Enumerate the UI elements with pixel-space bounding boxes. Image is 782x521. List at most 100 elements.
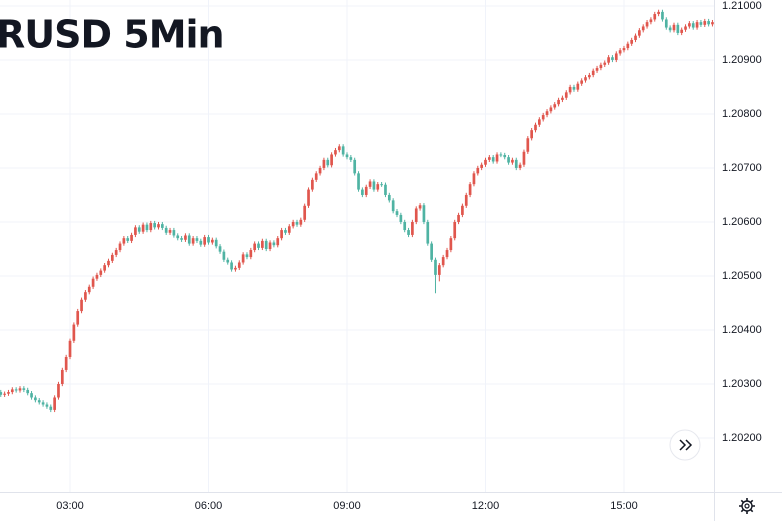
gear-hub [744,503,750,509]
candle-body [422,205,426,222]
candle-body [638,30,641,36]
candle-body [34,397,37,401]
candle-body [211,239,214,243]
candle-body [607,57,610,63]
button-icon [679,439,693,451]
scroll-to-latest-button[interactable] [669,429,701,461]
candle-body [622,48,626,51]
candle-body [107,260,110,266]
candle-body [134,227,137,235]
candle-body [230,262,233,270]
candle-body [403,221,407,231]
candle-body [295,221,299,225]
candle-body [445,250,449,258]
candle-body [361,189,364,195]
candle-body [511,159,514,163]
candle-body [237,262,241,268]
candle-body [380,184,383,186]
candle-body [84,292,87,300]
candle-body [691,23,695,28]
candle-body [564,92,568,98]
candle-body [684,26,687,30]
candle-body [253,243,257,251]
candle-body [130,234,133,241]
candle-body [538,119,541,125]
candle-body [526,138,530,152]
candle-body [499,154,503,156]
y-tick-label: 1.20900 [722,54,762,66]
candle-body [26,389,30,394]
candle-body [614,53,618,60]
candle-body [688,23,691,27]
candle-body [268,242,272,249]
candle-body [184,235,187,240]
candle-body [257,243,260,248]
candle-body [87,286,91,293]
y-tick-label: 1.21000 [722,0,762,12]
candle-body [649,19,653,23]
candle-body [164,227,168,233]
candle-body [126,238,130,241]
x-tick-label: 12:00 [472,500,500,512]
candle-body [330,154,333,166]
y-tick-label: 1.20700 [722,162,762,174]
candle-body [484,159,487,165]
candle-body [676,24,680,33]
candle-body [664,19,668,28]
candle-body [437,265,441,275]
candle-body [695,22,699,28]
candle-body [45,404,49,407]
candle-body [314,173,318,180]
candle-body [699,22,703,25]
y-tick-label: 1.20800 [722,108,762,120]
candle-body [57,383,60,398]
candle-body [303,205,307,220]
candle-body [618,50,622,54]
candle-body [557,99,560,105]
gear-teeth [739,498,755,514]
candle-body [91,278,95,287]
candle-body [122,238,126,244]
candle-body [14,389,18,391]
candle-body [626,43,630,49]
candle-body [18,388,22,391]
candle-body [661,11,664,20]
candle-body [261,240,264,248]
candle-body [37,400,41,403]
candle-body [399,214,403,222]
candle-body [541,115,545,120]
candle-body [95,274,99,279]
candle-body [487,157,491,160]
candle-body [384,184,387,195]
candle-body [553,104,557,108]
candle-body [580,80,584,84]
candle-body [545,111,549,116]
candle-body [349,157,353,160]
candle-body [414,208,418,222]
candle-body [645,22,649,27]
candle-body [68,340,72,357]
candle-body [168,230,172,233]
candle-body [395,211,399,215]
candle-body [118,243,122,251]
candle-body [630,39,634,44]
candle-body [495,154,499,162]
candle-body [522,151,526,165]
candle-body [703,21,707,25]
settings-button[interactable] [739,498,755,514]
candle-body [407,230,410,235]
candle-body [187,235,191,244]
candle-body [530,130,533,139]
candle-body [276,238,280,246]
candle-body [141,224,145,232]
y-tick-label: 1.20600 [722,216,762,228]
candle-body [518,164,522,168]
candle-body [514,159,518,168]
candle-body [672,24,676,31]
candle-body [284,230,287,233]
candle-body [64,356,68,370]
candle-body [72,324,76,341]
candle-body [372,181,376,190]
candle-body [430,243,433,260]
candle-body [561,97,564,100]
